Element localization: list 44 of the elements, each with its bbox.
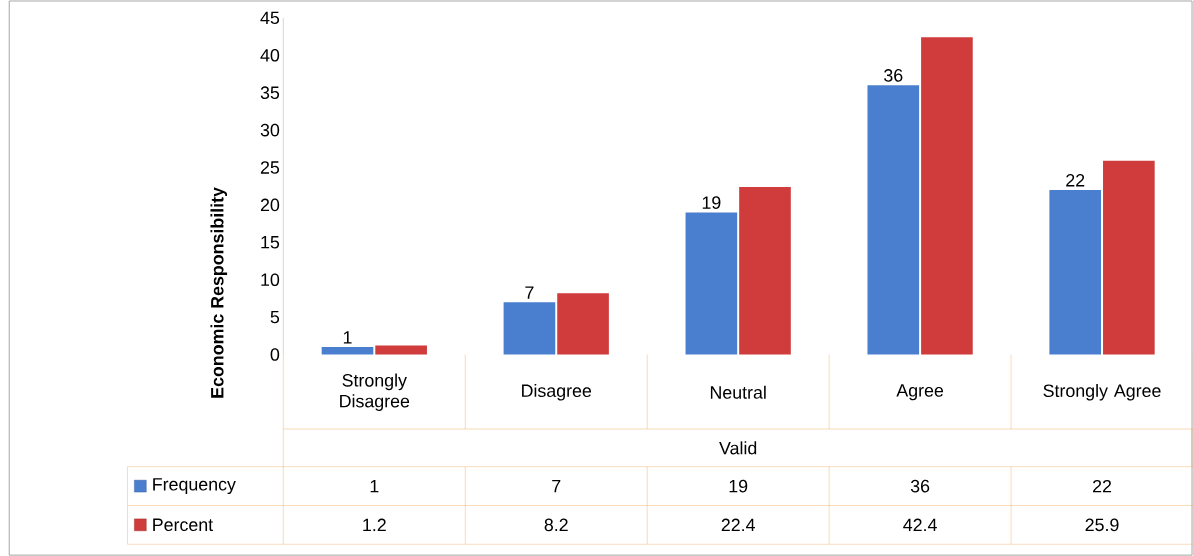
text: 22	[1066, 173, 1085, 187]
x-tick-label: Strongly Agree	[1043, 383, 1161, 401]
bar	[685, 212, 738, 355]
y-tick-label: 20	[260, 198, 280, 212]
y-tick-label: 45	[260, 11, 280, 25]
data-label: 7	[552, 479, 561, 493]
text: 7	[525, 286, 534, 299]
data-label: 25.9	[1085, 518, 1119, 532]
x-tick-label: Strongly Disagree	[340, 373, 410, 411]
x-axis-title: Valid	[719, 441, 757, 455]
y-tick-label: 15	[261, 236, 280, 249]
data-label: 8.2	[544, 518, 568, 532]
bar	[921, 37, 973, 355]
data-label: 36	[910, 479, 930, 493]
text: 1	[343, 331, 352, 344]
bar	[321, 346, 374, 355]
text: 36	[884, 69, 903, 82]
x-tick-label: Neutral	[710, 385, 766, 399]
y-tick-label: 30	[260, 123, 280, 137]
data-label: 1.2	[363, 518, 386, 531]
bar	[557, 293, 609, 355]
y-tick-label: 5	[270, 310, 280, 324]
legend-label: Percent	[153, 518, 214, 531]
data-label: 19	[729, 479, 748, 493]
y-tick-label: 35	[260, 86, 280, 99]
bar	[739, 186, 791, 355]
bar	[375, 345, 427, 355]
data-label: 1	[370, 479, 379, 493]
y-tick-label: 0	[270, 348, 280, 361]
bar	[867, 85, 920, 355]
data-label: 22	[1093, 479, 1112, 493]
y-tick-label: 40	[260, 48, 280, 62]
y-tick-label: 25	[260, 161, 280, 174]
bar	[1103, 160, 1155, 355]
legend-label: Frequency	[153, 478, 236, 495]
y-tick-label: 10	[261, 273, 280, 286]
data-label: 42.4	[903, 518, 937, 531]
x-tick-label: Agree	[896, 384, 944, 401]
y-axis-title: Economic Responsibility	[210, 187, 228, 398]
x-tick-label: Disagree	[522, 383, 592, 401]
bar	[503, 302, 556, 355]
text: 19	[702, 196, 721, 209]
data-label: 22.4	[721, 518, 755, 531]
bar	[1049, 189, 1102, 355]
